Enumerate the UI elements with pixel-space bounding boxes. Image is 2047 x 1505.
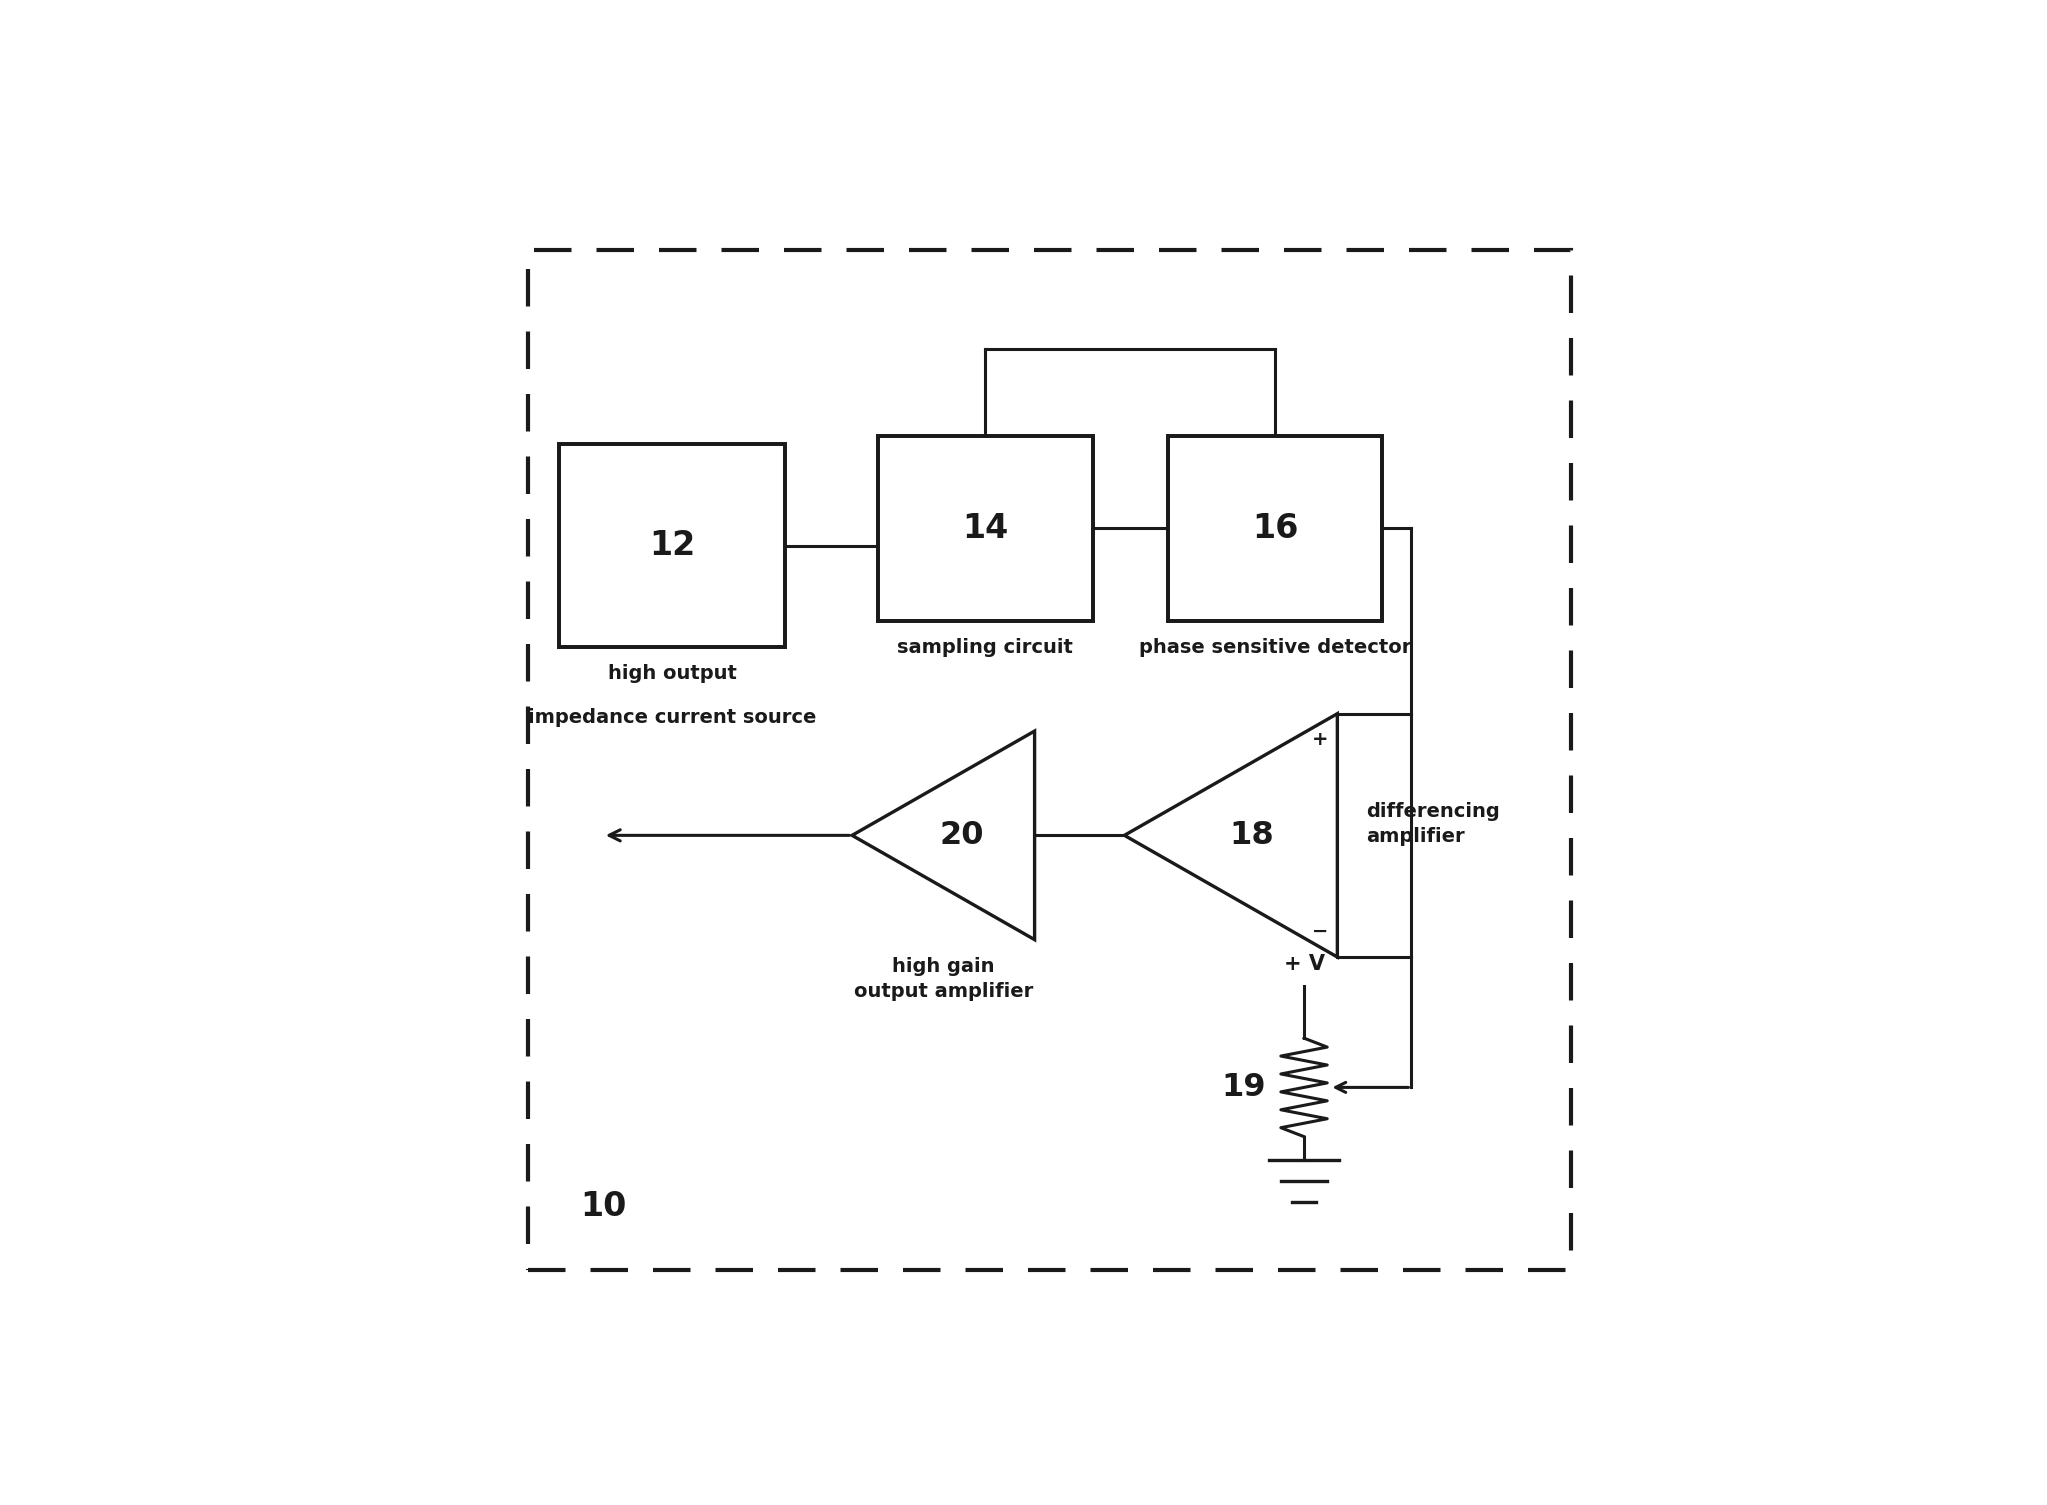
Text: sampling circuit: sampling circuit [897,638,1073,658]
Text: 12: 12 [649,530,696,563]
Text: −: − [1312,923,1329,941]
Bar [878,435,1093,622]
Text: 19: 19 [1222,1072,1265,1103]
Text: phase sensitive detector: phase sensitive detector [1138,638,1410,658]
Text: +: + [1312,730,1329,748]
Bar [1169,435,1382,622]
Text: 18: 18 [1230,820,1275,850]
Text: 20: 20 [940,820,985,850]
Text: high gain
output amplifier: high gain output amplifier [854,957,1034,1001]
Text: 14: 14 [962,512,1009,545]
Text: 16: 16 [1253,512,1298,545]
Text: differencing
amplifier: differencing amplifier [1365,802,1500,846]
Text: 10: 10 [579,1189,626,1222]
Text: high output: high output [608,664,737,683]
Text: + V: + V [1283,954,1324,974]
Bar [559,444,786,647]
Text: impedance current source: impedance current source [528,709,817,727]
